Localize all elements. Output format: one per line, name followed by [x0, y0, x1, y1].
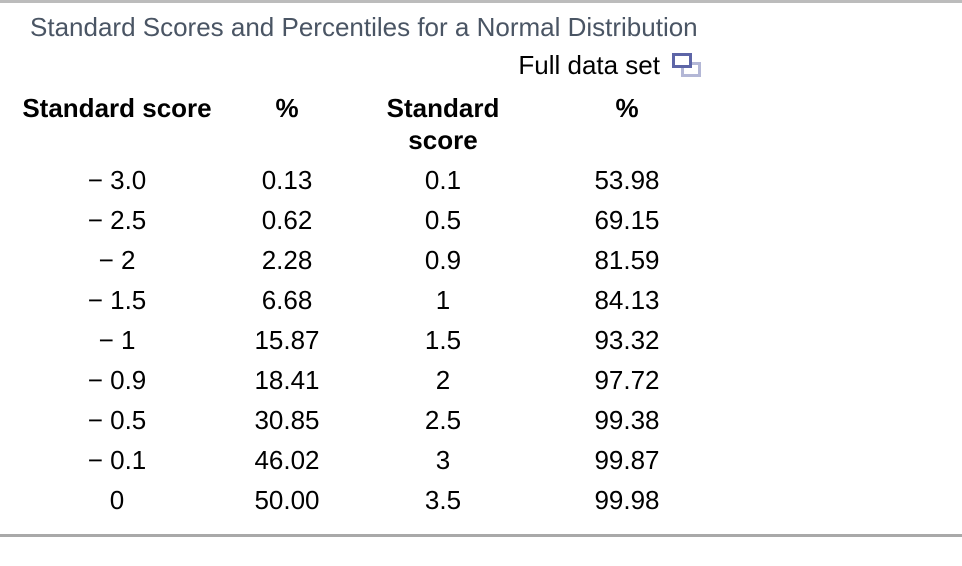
table-row: − 0.1 46.02 3 99.87 [22, 440, 730, 480]
table-cell: 99.98 [594, 484, 660, 515]
column-header-3: Standard score [386, 93, 500, 155]
top-divider [0, 0, 962, 3]
full-data-set-label[interactable]: Full data set [518, 50, 660, 80]
popup-icon-front-square [672, 52, 692, 68]
table-cell: 0 [109, 484, 125, 515]
table-cell: 84.13 [594, 284, 660, 315]
table-cell: 2 [435, 364, 451, 395]
table-cell: 53.98 [594, 164, 660, 195]
table-cell: − 0.5 [87, 404, 147, 435]
table-cell: − 3.0 [87, 164, 147, 195]
table-cell: 3 [435, 444, 451, 475]
table-cell: 15.87 [254, 324, 320, 355]
column-header-1: Standard score [22, 93, 212, 123]
table-cell: 99.38 [594, 404, 660, 435]
table-cell: 69.15 [594, 204, 660, 235]
table-row: − 0.5 30.85 2.5 99.38 [22, 400, 730, 440]
full-data-set-link[interactable]: Full data set [22, 50, 730, 80]
table-cell: 50.00 [254, 484, 320, 515]
table-cell: 6.68 [261, 284, 313, 315]
table-cell: − 2 [98, 244, 136, 275]
table-cell: 46.02 [254, 444, 320, 475]
table-cell: − 1.5 [87, 284, 147, 315]
column-header-2: % [275, 93, 299, 123]
table-cell: 93.32 [594, 324, 660, 355]
table-cell: − 1 [98, 324, 136, 355]
table-cell: 1.5 [424, 324, 462, 355]
table-cell: 0.62 [261, 204, 313, 235]
table-cell: 30.85 [254, 404, 320, 435]
table-cell: 99.87 [594, 444, 660, 475]
table-cell: 3.5 [424, 484, 462, 515]
table-row: − 1 15.87 1.5 93.32 [22, 320, 730, 360]
table-cell: 0.5 [424, 204, 462, 235]
table-cell: − 0.1 [87, 444, 147, 475]
bottom-divider [0, 534, 962, 537]
table-cell: 0.9 [424, 244, 462, 275]
popup-window-icon[interactable] [672, 52, 702, 78]
table-cell: 2.5 [424, 404, 462, 435]
table-cell: − 2.5 [87, 204, 147, 235]
column-header-4: % [615, 93, 639, 123]
table-cell: 1 [435, 284, 451, 315]
table-row: − 1.5 6.68 1 84.13 [22, 280, 730, 320]
standard-scores-table: Standard score% Standard score% − 3.0 0.13… [22, 92, 730, 520]
table-cell: 0.13 [261, 164, 313, 195]
table-row: − 2.5 0.62 0.5 69.15 [22, 200, 730, 240]
table-row: − 0.9 18.41 2 97.72 [22, 360, 730, 400]
table-header-row: Standard score% Standard score% [22, 92, 730, 160]
table-cell: 18.41 [254, 364, 320, 395]
table-cell: 81.59 [594, 244, 660, 275]
table-row: 0 50.00 3.5 99.98 [22, 480, 730, 520]
table-cell: 0.1 [424, 164, 462, 195]
page-title: Standard Scores and Percentiles for a No… [30, 12, 698, 42]
table-cell: 97.72 [594, 364, 660, 395]
table-row: − 2 2.28 0.9 81.59 [22, 240, 730, 280]
table-cell: − 0.9 [87, 364, 147, 395]
table-cell: 2.28 [261, 244, 313, 275]
table-row: − 3.0 0.13 0.1 53.98 [22, 160, 730, 200]
